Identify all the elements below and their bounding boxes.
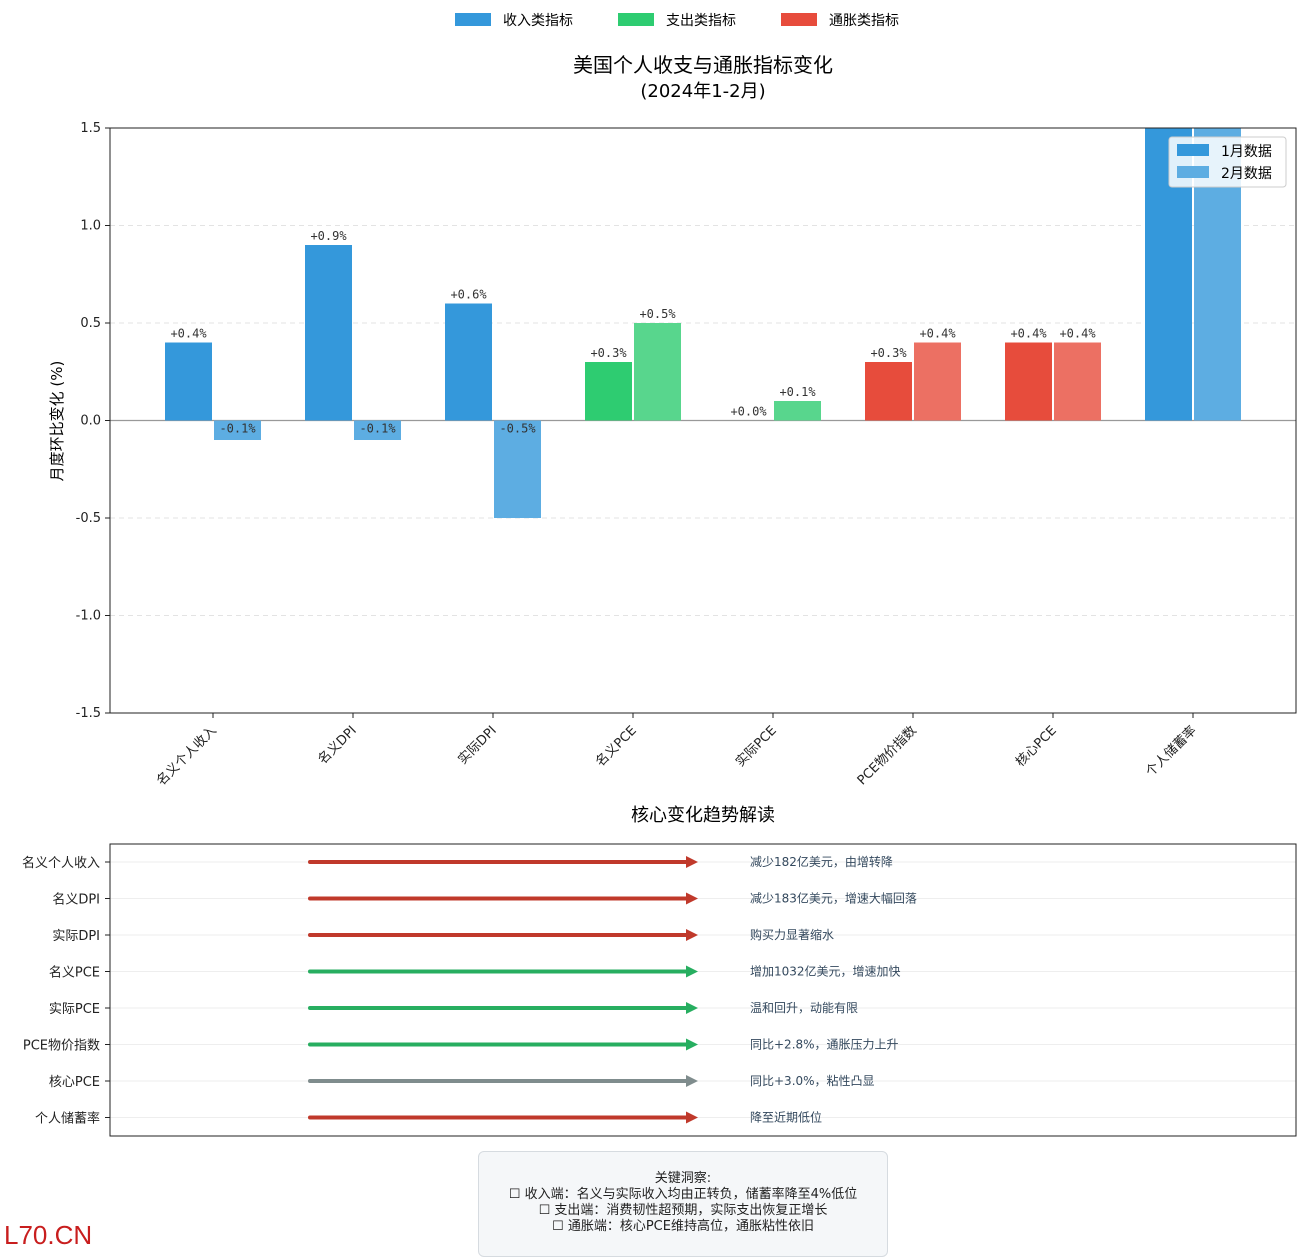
bar-data-label: +0.5%: [639, 307, 676, 321]
trend-row-label: 个人储蓄率: [35, 1111, 100, 1127]
trend-row-text: 同比+3.0%，粘性凸显: [750, 1073, 875, 1088]
insight-line-income: ☐ 收入端：名义与实际收入均由正转负，储蓄率降至4%低位: [508, 1187, 858, 1202]
legend-inflation-label: 通胀类指标: [829, 13, 899, 29]
trend-arrow-head: [686, 1075, 698, 1087]
y-tick-label: 0.5: [80, 316, 101, 331]
insights-box: 关键洞察: ☐ 收入端：名义与实际收入均由正转负，储蓄率降至4%低位 ☐ 支出端…: [478, 1151, 888, 1257]
trend-row-text: 减少182亿美元，由增转降: [750, 854, 893, 869]
y-tick-label: 0.0: [80, 414, 101, 429]
trend-row-text: 减少183亿美元，增速大幅回落: [750, 891, 917, 906]
insight-line-inflation: ☐ 通胀端：核心PCE维持高位，通胀粘性依旧: [552, 1219, 814, 1234]
trend-row-label: 核心PCE: [49, 1075, 100, 1090]
chart-title: 美国个人收支与通胀指标变化: [573, 53, 833, 77]
watermark: L70.CN: [4, 1220, 93, 1250]
trend-row-label: PCE物价指数: [23, 1039, 100, 1054]
legend-spending-swatch: [618, 13, 654, 26]
x-tick-label: 实际DPI: [456, 723, 500, 767]
bar-feb: [354, 420, 401, 440]
series-legend: 1月数据 2月数据: [1168, 136, 1287, 188]
x-tick-label: PCE物价指数: [855, 723, 920, 788]
bar-feb: [914, 342, 961, 421]
series-legend-jan-label: 1月数据: [1221, 144, 1272, 160]
y-axis-label: 月度环比变化 (%): [48, 361, 66, 482]
series-legend-jan-swatch: [1177, 144, 1209, 156]
trend-arrow-head: [686, 892, 698, 905]
x-tick-label: 个人储蓄率: [1143, 723, 1200, 780]
bar-jan: [1005, 342, 1052, 421]
bar-feb: [1194, 128, 1241, 421]
bar-data-label: -0.1%: [359, 422, 396, 436]
bar-feb: [214, 420, 261, 440]
x-tick-label: 核心PCE: [1013, 723, 1060, 770]
bar-data-label: +0.3%: [870, 346, 907, 360]
bar-data-label: +0.4%: [1010, 327, 1047, 341]
y-tick-label: -0.5: [76, 511, 101, 526]
y-tick-label: -1.5: [76, 706, 101, 721]
trend-row-text: 增加1032亿美元，增速加快: [750, 964, 901, 979]
y-tick-label: -1.0: [76, 609, 101, 624]
bar-feb: [634, 323, 681, 421]
trend-row-label: 名义PCE: [49, 965, 100, 981]
legend-income-label: 收入类指标: [503, 13, 573, 29]
bar-data-label: -0.1%: [219, 422, 256, 436]
trend-row-label: 实际DPI: [52, 929, 100, 944]
trend-row-text: 购买力显著缩水: [750, 927, 834, 942]
bar-data-label: +0.4%: [919, 327, 956, 341]
bar-feb: [494, 420, 541, 518]
y-tick-label: 1.5: [80, 121, 101, 136]
trend-arrow-head: [686, 856, 698, 868]
trend-row-label: 名义DPI: [52, 892, 100, 908]
y-tick-label: 1.0: [80, 219, 101, 234]
bar-data-label: -0.5%: [499, 422, 536, 436]
trend-arrow-head: [686, 1002, 698, 1014]
bar-data-label: +0.0%: [730, 405, 767, 419]
bar-jan: [305, 245, 352, 421]
legend-spending-label: 支出类指标: [666, 13, 736, 29]
x-tick-label: 名义DPI: [315, 723, 360, 768]
trend-arrow-head: [686, 929, 698, 941]
bar-data-label: +0.1%: [779, 385, 816, 399]
bar-jan: [165, 342, 212, 421]
insight-line-spending: ☐ 支出端：消费韧性超预期，实际支出恢复正增长: [538, 1203, 828, 1218]
bar-feb: [774, 401, 821, 421]
legend-inflation-swatch: [781, 13, 817, 26]
x-tick-label: 名义个人收入: [153, 723, 219, 789]
trend-arrow-head: [686, 1111, 698, 1124]
trend-arrow-head: [686, 1038, 698, 1051]
trend-row-text: 温和回升，动能有限: [750, 1001, 858, 1015]
trend-arrow-head: [686, 965, 698, 978]
bar-data-label: +0.3%: [590, 346, 627, 360]
bar-feb: [1054, 342, 1101, 421]
bar-data-label: +0.4%: [1059, 327, 1096, 341]
series-legend-feb-swatch: [1177, 166, 1209, 178]
bar-jan: [445, 303, 492, 421]
chart-subtitle: (2024年1-2月): [640, 81, 765, 102]
bar-jan: [585, 362, 632, 421]
bar-data-label: +0.9%: [310, 229, 347, 243]
x-tick-label: 名义PCE: [592, 723, 639, 770]
trend-row-label: 实际PCE: [49, 1002, 100, 1017]
x-tick-label: 实际PCE: [733, 723, 780, 770]
trend-row-text: 同比+2.8%，通胀压力上升: [750, 1038, 899, 1052]
bar-plot-frame: [109, 127, 1297, 714]
bar-plot-area: 1.5 1.0 0.5 0.0 -0.5 -1.0 -1.5 +0.4% -0.1% 名义个人收入…: [76, 121, 1296, 789]
trend-row-text: 降至近期低位: [750, 1110, 822, 1125]
trend-title: 核心变化趋势解读: [631, 805, 775, 826]
bar-jan: [865, 362, 912, 421]
legend-income-swatch: [455, 13, 491, 26]
top-legend: 收入类指标 支出类指标 通胀类指标: [455, 13, 899, 29]
insights-title: 关键洞察:: [654, 1171, 712, 1186]
trend-row-label: 名义个人收入: [22, 855, 100, 871]
trend-plot-frame: [109, 843, 1297, 1137]
bar-data-label: +0.4%: [170, 327, 207, 341]
bar-data-label: +0.6%: [450, 288, 487, 302]
series-legend-feb-label: 2月数据: [1221, 166, 1272, 182]
bar-jan: [1145, 128, 1192, 421]
